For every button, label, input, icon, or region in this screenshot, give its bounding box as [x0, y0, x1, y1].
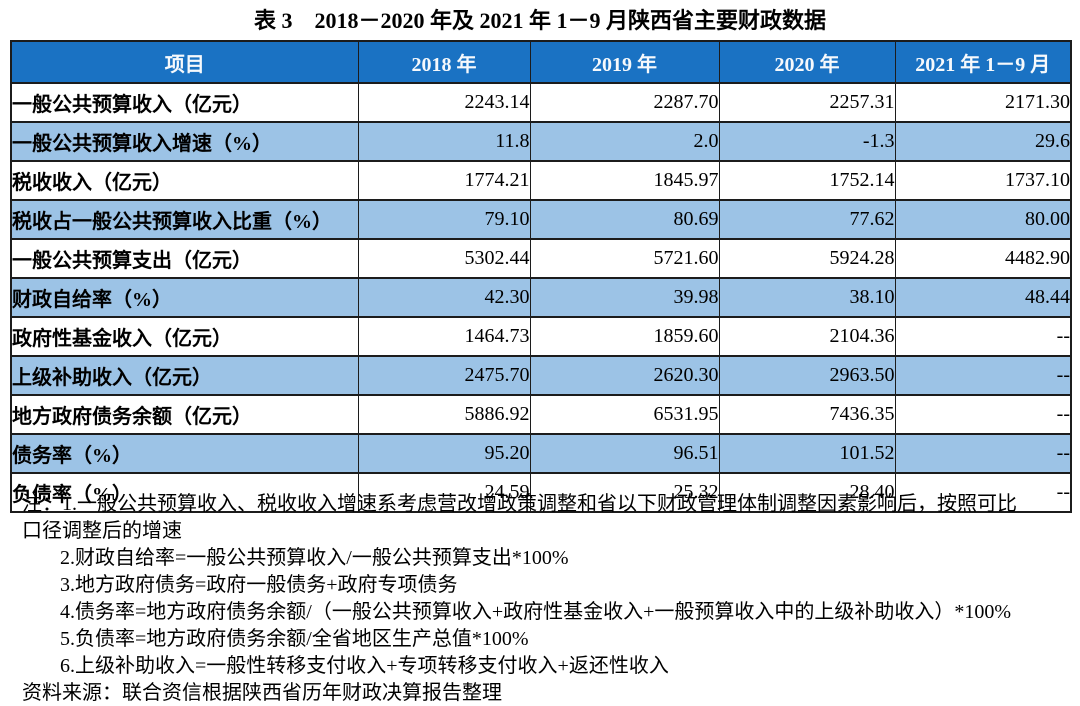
- column-header-2018: 2018 年: [357, 40, 531, 84]
- row-label: 一般公共预算支出（亿元）: [10, 238, 359, 279]
- cell-value: 95.20: [357, 433, 531, 474]
- cell-value: 77.62: [718, 199, 896, 240]
- footnote-line: 3.地方政府债务=政府一般债务+政府专项债务: [60, 574, 458, 596]
- cell-value: --: [894, 355, 1072, 396]
- cell-value: 79.10: [357, 199, 531, 240]
- table-body: 一般公共预算收入（亿元） 2243.14 2287.70 2257.31 2171.30…: [10, 82, 1072, 513]
- cell-value: 5924.28: [718, 238, 896, 279]
- row-label: 负债率（%）: [10, 472, 359, 513]
- footnotes: 注：1.一般公共预算收入、税收收入增速系考虑营改增政策调整和省以下财政管理体制调…: [22, 491, 1068, 706]
- cell-value: 11.8: [357, 121, 531, 162]
- cell-value: 42.30: [357, 277, 531, 318]
- cell-value: 80.00: [894, 199, 1072, 240]
- cell-value: 25.32: [529, 472, 720, 513]
- row-label: 一般公共预算收入增速（%）: [10, 121, 359, 162]
- cell-value: 1845.97: [529, 160, 720, 201]
- cell-value: 1752.14: [718, 160, 896, 201]
- cell-value: 1464.73: [357, 316, 531, 357]
- cell-value: 101.52: [718, 433, 896, 474]
- fiscal-data-table: 项目 2018 年 2019 年 2020 年 2021 年 1－9 月 一般公…: [10, 40, 1072, 513]
- cell-value: 2104.36: [718, 316, 896, 357]
- footnote-line: 2.财政自给率=一般公共预算收入/一般公共预算支出*100%: [60, 547, 569, 569]
- row-label: 财政自给率（%）: [10, 277, 359, 318]
- row-label: 税收占一般公共预算收入比重（%）: [10, 199, 359, 240]
- cell-value: 96.51: [529, 433, 720, 474]
- cell-value: --: [894, 394, 1072, 435]
- row-label: 一般公共预算收入（亿元）: [10, 82, 359, 123]
- column-header-2019: 2019 年: [529, 40, 720, 84]
- cell-value: 5886.92: [357, 394, 531, 435]
- table-row: 地方政府债务余额（亿元） 5886.92 6531.95 7436.35 --: [10, 394, 1072, 435]
- footnote-line: 资料来源：联合资信根据陕西省历年财政决算报告整理: [22, 682, 502, 704]
- cell-value: 5302.44: [357, 238, 531, 279]
- table-row: 一般公共预算收入增速（%） 11.8 2.0 -1.3 29.6: [10, 121, 1072, 162]
- row-label: 政府性基金收入（亿元）: [10, 316, 359, 357]
- column-header-2020: 2020 年: [718, 40, 896, 84]
- table-header-row: 项目 2018 年 2019 年 2020 年 2021 年 1－9 月: [10, 40, 1072, 84]
- table-row: 一般公共预算收入（亿元） 2243.14 2287.70 2257.31 2171.30: [10, 82, 1072, 123]
- table-title: 表 3 2018－2020 年及 2021 年 1－9 月陕西省主要财政数据: [253, 8, 826, 33]
- cell-value: 2.0: [529, 121, 720, 162]
- table-row: 上级补助收入（亿元） 2475.70 2620.30 2963.50 --: [10, 355, 1072, 396]
- cell-value: 1737.10: [894, 160, 1072, 201]
- table-row: 一般公共预算支出（亿元） 5302.44 5721.60 5924.28 4482.90: [10, 238, 1072, 279]
- footnote-line: 6.上级补助收入=一般性转移支付收入+专项转移支付收入+返还性收入: [60, 655, 669, 677]
- cell-value: 2171.30: [894, 82, 1072, 123]
- row-label: 债务率（%）: [10, 433, 359, 474]
- cell-value: -1.3: [718, 121, 896, 162]
- cell-value: 2620.30: [529, 355, 720, 396]
- column-header-2021-9m: 2021 年 1－9 月: [894, 40, 1072, 84]
- footnote-line: 注：1.一般公共预算收入、税收收入增速系考虑营改增政策调整和省以下财政管理体制调…: [22, 493, 1017, 515]
- cell-value: 4482.90: [894, 238, 1072, 279]
- cell-value: 2243.14: [357, 82, 531, 123]
- footnote-line: 5.负债率=地方政府债务余额/全省地区生产总值*100%: [60, 628, 529, 650]
- table-row: 债务率（%） 95.20 96.51 101.52 --: [10, 433, 1072, 474]
- cell-value: 80.69: [529, 199, 720, 240]
- cell-value: 1859.60: [529, 316, 720, 357]
- table-row: 财政自给率（%） 42.30 39.98 38.10 48.44: [10, 277, 1072, 318]
- cell-value: 5721.60: [529, 238, 720, 279]
- table-row: 税收收入（亿元） 1774.21 1845.97 1752.14 1737.10: [10, 160, 1072, 201]
- cell-value: --: [894, 433, 1072, 474]
- cell-value: 2257.31: [718, 82, 896, 123]
- row-label: 税收收入（亿元）: [10, 160, 359, 201]
- cell-value: 2963.50: [718, 355, 896, 396]
- footnote-line: 4.债务率=地方政府债务余额/（一般公共预算收入+政府性基金收入+一般预算收入中…: [60, 601, 1012, 623]
- cell-value: 29.6: [894, 121, 1072, 162]
- row-label: 上级补助收入（亿元）: [10, 355, 359, 396]
- cell-value: 39.98: [529, 277, 720, 318]
- table-row: 政府性基金收入（亿元） 1464.73 1859.60 2104.36 --: [10, 316, 1072, 357]
- cell-value: --: [894, 472, 1072, 513]
- column-header-item: 项目: [10, 40, 359, 84]
- cell-value: 6531.95: [529, 394, 720, 435]
- table-row: 负债率（%） 24.59 25.32 28.40 --: [10, 472, 1072, 513]
- cell-value: 2287.70: [529, 82, 720, 123]
- cell-value: --: [894, 316, 1072, 357]
- cell-value: 1774.21: [357, 160, 531, 201]
- table-row: 税收占一般公共预算收入比重（%） 79.10 80.69 77.62 80.00: [10, 199, 1072, 240]
- cell-value: 7436.35: [718, 394, 896, 435]
- row-label: 地方政府债务余额（亿元）: [10, 394, 359, 435]
- cell-value: 38.10: [718, 277, 896, 318]
- cell-value: 2475.70: [357, 355, 531, 396]
- cell-value: 28.40: [718, 472, 896, 513]
- footnote-line: 口径调整后的增速: [22, 520, 182, 542]
- cell-value: 48.44: [894, 277, 1072, 318]
